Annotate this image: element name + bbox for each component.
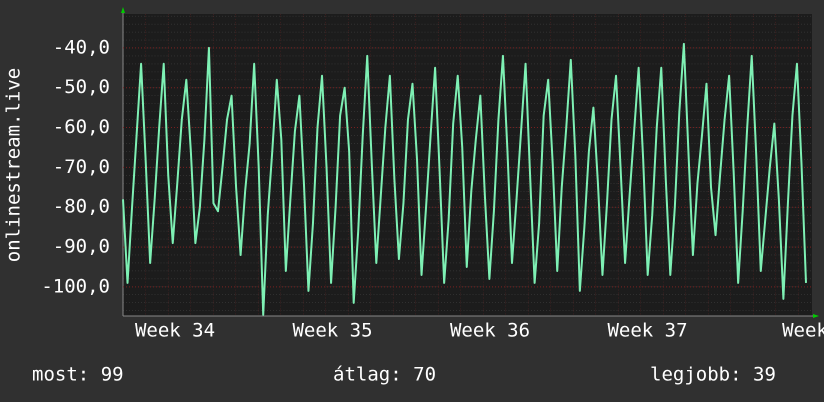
y-tick-label: -100,0 xyxy=(41,275,110,297)
y-tick-label: -40,0 xyxy=(53,36,110,58)
y-tick-label: -60,0 xyxy=(53,116,110,138)
stat-label: átlag: xyxy=(333,364,402,386)
x-tick-label: Week 34 xyxy=(135,320,215,342)
stat-value: 70 xyxy=(413,364,436,386)
y-axis-arrow xyxy=(121,7,125,13)
y-tick-label: -70,0 xyxy=(53,156,110,178)
stat-value: 99 xyxy=(101,364,124,386)
stat-value: 39 xyxy=(753,364,776,386)
y-axis-label: onlinestream.live xyxy=(3,68,25,262)
stat-label: most: xyxy=(32,364,89,386)
y-tick-label: -90,0 xyxy=(53,236,110,258)
x-tick-label: Week 36 xyxy=(450,320,530,342)
minor-grid xyxy=(123,14,812,316)
x-tick-label: Week xyxy=(782,320,824,342)
stat-label: legjobb: xyxy=(650,364,742,386)
y-tick-label: -50,0 xyxy=(53,76,110,98)
y-tick-label: -80,0 xyxy=(53,196,110,218)
x-axis-arrow xyxy=(813,314,819,318)
x-tick-label: Week 37 xyxy=(607,320,687,342)
x-tick-label: Week 35 xyxy=(292,320,372,342)
series-line xyxy=(122,42,807,316)
